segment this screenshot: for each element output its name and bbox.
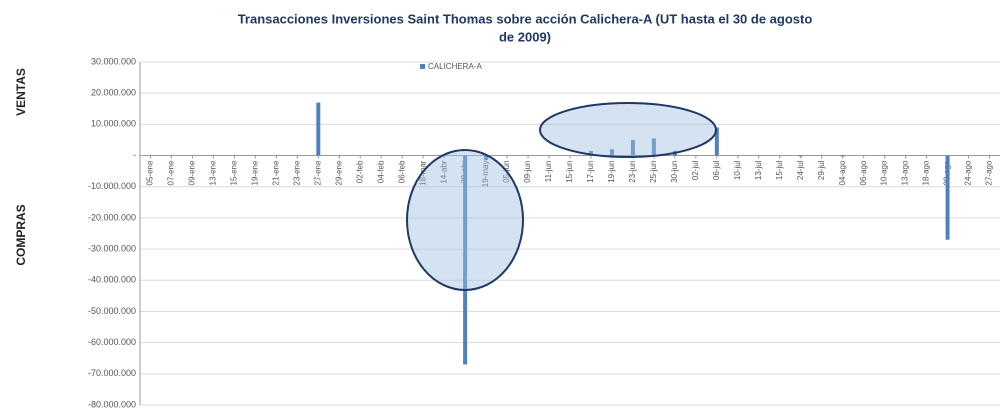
y-tick-label: -40.000.000 xyxy=(88,275,136,285)
legend-swatch xyxy=(420,64,425,69)
legend-label: CALICHERA-A xyxy=(428,62,482,71)
x-tick-label: 15-jun xyxy=(565,161,574,183)
x-tick-label: 09-jun xyxy=(523,161,532,183)
x-tick-label: 10-ago xyxy=(880,160,889,185)
x-tick-label: 15-ene xyxy=(229,160,238,185)
x-tick-label: 07-ene xyxy=(167,160,176,185)
bar xyxy=(484,155,489,161)
y-tick-label: -80.000.000 xyxy=(88,399,136,409)
x-tick-label: 29-jul xyxy=(817,160,826,180)
x-tick-label: 13-ago xyxy=(901,160,910,185)
x-tick-label: 02-feb xyxy=(355,160,364,183)
chart-title: Transacciones Inversiones Saint Thomas s… xyxy=(238,11,813,26)
bar xyxy=(945,155,950,240)
x-tick-label: 19-jun xyxy=(607,161,616,183)
y-tick-label: -70.000.000 xyxy=(88,368,136,378)
x-tick-label: 13-ene xyxy=(209,160,218,185)
y-tick-label: - xyxy=(133,150,136,160)
x-tick-label: 23-ene xyxy=(292,160,301,185)
x-tick-label: 18-ago xyxy=(922,160,931,185)
x-tick-label: 17-jun xyxy=(586,161,595,183)
x-tick-label: 19-ene xyxy=(250,160,259,185)
y-axis-label: VENTAS xyxy=(14,68,28,116)
x-tick-label: 19-may xyxy=(481,161,490,188)
y-tick-label: -50.000.000 xyxy=(88,306,136,316)
y-tick-label: 10.000.000 xyxy=(91,119,136,129)
y-tick-label: 20.000.000 xyxy=(91,88,136,98)
x-tick-label: 23-jun xyxy=(628,161,637,183)
highlight-ellipse xyxy=(539,102,717,158)
x-tick-label: 24-jul xyxy=(796,160,805,180)
x-tick-label: 13-jul xyxy=(754,160,763,180)
bar xyxy=(630,139,635,156)
x-tick-label: 14-abr xyxy=(439,160,448,183)
x-tick-label: 29-ene xyxy=(334,160,343,185)
x-tick-label: 06-feb xyxy=(397,160,406,183)
bar xyxy=(463,155,468,365)
x-tick-label: 21-ene xyxy=(271,160,280,185)
y-tick-label: -20.000.000 xyxy=(88,212,136,222)
y-tick-label: 30.000.000 xyxy=(91,56,136,66)
chart-title: de 2009) xyxy=(499,29,551,44)
bar xyxy=(588,150,593,156)
x-tick-label: 04-feb xyxy=(376,160,385,183)
bar xyxy=(316,102,321,156)
x-tick-label: 25-jun xyxy=(649,161,658,183)
x-tick-label: 02-jul xyxy=(691,160,700,180)
y-tick-label: -10.000.000 xyxy=(88,181,136,191)
x-tick-label: 30-jun xyxy=(670,161,679,183)
y-tick-label: -60.000.000 xyxy=(88,337,136,347)
x-tick-label: 27-ago xyxy=(985,160,994,185)
bar xyxy=(798,155,803,157)
x-tick-label: 09-ene xyxy=(188,160,197,185)
bar xyxy=(714,127,719,156)
bar xyxy=(840,155,845,157)
x-tick-label: 10-jul xyxy=(733,160,742,180)
x-tick-label: 24-ago xyxy=(964,160,973,185)
x-tick-label: 11-jun xyxy=(544,161,553,183)
x-tick-label: 05-ene xyxy=(146,160,155,185)
x-tick-label: 06-jul xyxy=(712,160,721,180)
bar xyxy=(609,149,614,156)
highlight-ellipse xyxy=(406,149,524,291)
y-tick-label: -30.000.000 xyxy=(88,243,136,253)
plot-area: -80.000.000 -70.000.000 -60.000.000 -50.000… xyxy=(88,56,1000,409)
x-tick-label: 06-ago xyxy=(859,160,868,185)
y-axis-label: COMPRAS xyxy=(14,204,28,265)
x-tick-label: 15-jul xyxy=(775,160,784,180)
x-tick-label: 27-ene xyxy=(313,160,322,185)
x-tick-label: 04-ago xyxy=(838,160,847,185)
bar xyxy=(651,138,656,156)
